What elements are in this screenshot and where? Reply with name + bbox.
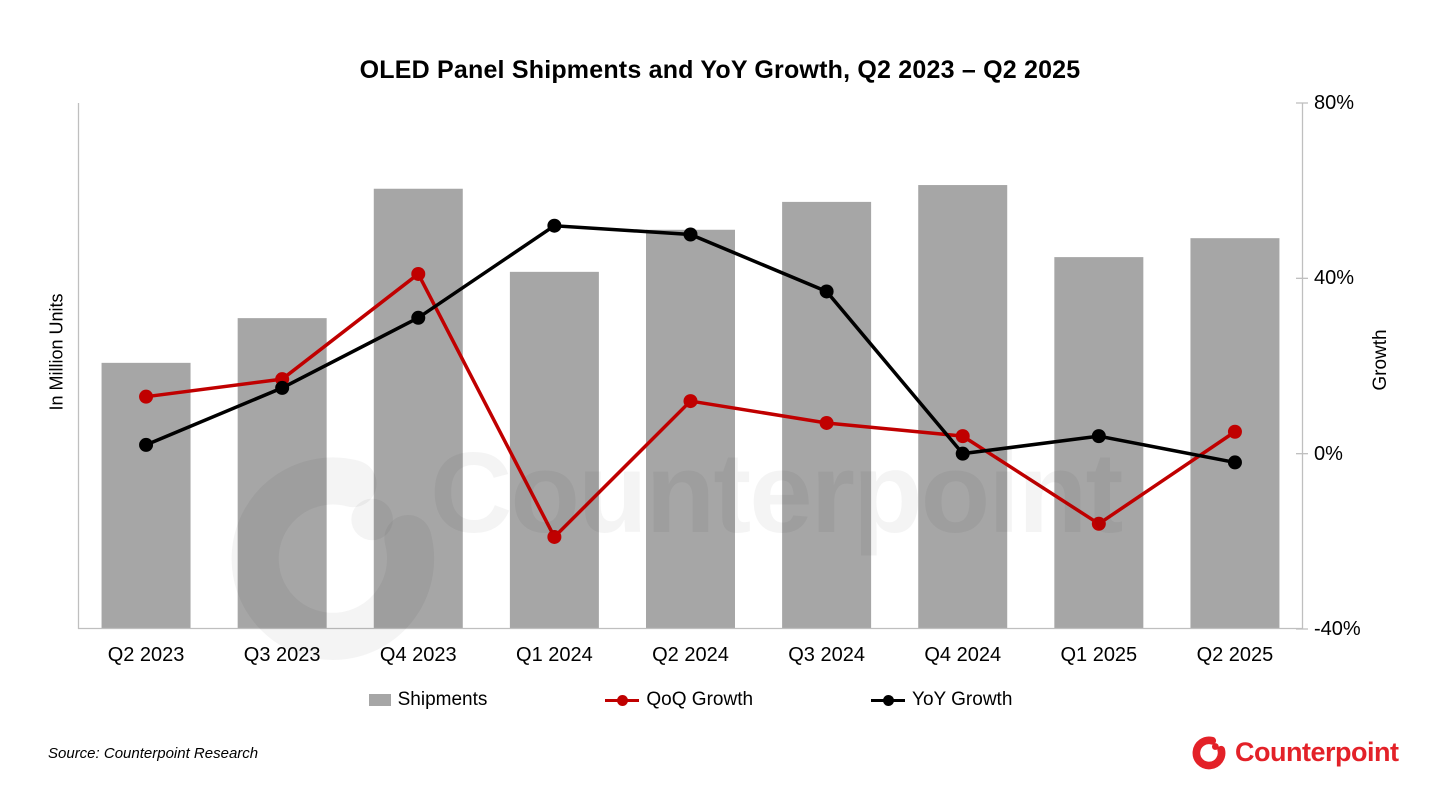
bar-q3-2024	[782, 201, 872, 629]
qoq-growth-point-q3-2024	[819, 415, 834, 430]
counterpoint-logo: Counterpoint	[1191, 734, 1399, 770]
bar-q3-2023	[237, 318, 327, 629]
right-axis-tick-label-80%: 80%	[1314, 92, 1355, 114]
yoy-growth-point-q2-2024	[683, 227, 698, 242]
yoy-growth-point-q4-2024	[955, 446, 970, 461]
qoq-growth-point-q4-2024	[955, 429, 970, 444]
x-axis-label-q4-2023: Q4 2023	[379, 644, 457, 666]
yoy-growth-point-q4-2023	[411, 310, 426, 325]
legend-label-qoq: QoQ Growth	[646, 689, 754, 710]
yoy-line-marker-icon	[871, 694, 906, 706]
bar-q4-2023	[373, 188, 463, 629]
qoq-growth-point-q1-2025	[1091, 516, 1106, 531]
left-axis-title: In Million Units	[46, 293, 67, 411]
yoy-growth-point-q3-2023	[275, 380, 290, 395]
qoq-growth-point-q1-2024	[547, 529, 562, 544]
x-axis-labels: Q2 2023 Q3 2023 Q4 2023 Q1 2024 Q2 2024 Q3 20…	[78, 644, 1303, 667]
yoy-growth-point-q1-2025	[1091, 429, 1106, 444]
legend-item-yoy-growth: YoY Growth	[871, 689, 1012, 711]
x-axis-label-q2-2024: Q2 2024	[652, 644, 729, 666]
x-axis-label-q2-2025: Q2 2025	[1196, 644, 1274, 666]
bar-q2-2024	[646, 229, 735, 629]
x-axis-label-q3-2024: Q3 2024	[788, 644, 865, 666]
plot-area	[77, 102, 1308, 630]
x-axis-label-q3-2023: Q3 2023	[243, 644, 321, 666]
qoq-growth-point-q4-2023	[411, 266, 426, 281]
x-axis-label-q1-2024: Q1 2024	[516, 644, 593, 666]
bar-q1-2024	[509, 271, 599, 629]
qoq-growth-point-q2-2024	[683, 394, 698, 409]
x-axis-label-q2-2023: Q2 2023	[107, 644, 185, 666]
legend: Shipments QoQ Growth YoY Growth	[78, 689, 1303, 711]
yoy-growth-point-q1-2024	[547, 218, 562, 233]
legend-label-yoy: YoY Growth	[912, 689, 1013, 710]
counterpoint-logo-icon	[1191, 734, 1227, 770]
chart-title: OLED Panel Shipments and YoY Growth, Q2 …	[359, 56, 1081, 84]
bar-q2-2023	[101, 362, 191, 629]
legend-dot	[616, 694, 628, 706]
right-axis-tick-label-0%: 0%	[1314, 442, 1343, 465]
qoq-growth-point-q2-2025	[1227, 424, 1242, 439]
legend-label-shipments: Shipments	[397, 689, 488, 710]
yoy-growth-point-q3-2024	[819, 284, 834, 299]
shipments-swatch-icon	[368, 694, 391, 706]
right-axis-title: Growth	[1370, 329, 1391, 391]
legend-item-shipments: Shipments	[368, 689, 488, 711]
right-axis-tick-label-40%: 40%	[1314, 267, 1355, 290]
yoy-growth-point-q2-2023	[139, 437, 154, 452]
bar-q4-2024	[918, 185, 1008, 629]
legend-dot	[882, 694, 894, 706]
legend-item-qoq-growth: QoQ Growth	[605, 689, 753, 711]
x-axis-label-q1-2025: Q1 2025	[1060, 644, 1138, 666]
qoq-line-marker-icon	[605, 694, 640, 706]
x-axis-label-q4-2024: Q4 2024	[924, 644, 1002, 666]
yoy-growth-point-q2-2025	[1227, 455, 1242, 470]
source-note: Source: Counterpoint Research	[48, 745, 259, 762]
right-axis-tick-label--40%: -40%	[1314, 618, 1361, 640]
qoq-growth-point-q2-2023	[139, 389, 154, 404]
counterpoint-logo-text: Counterpoint	[1235, 736, 1399, 767]
